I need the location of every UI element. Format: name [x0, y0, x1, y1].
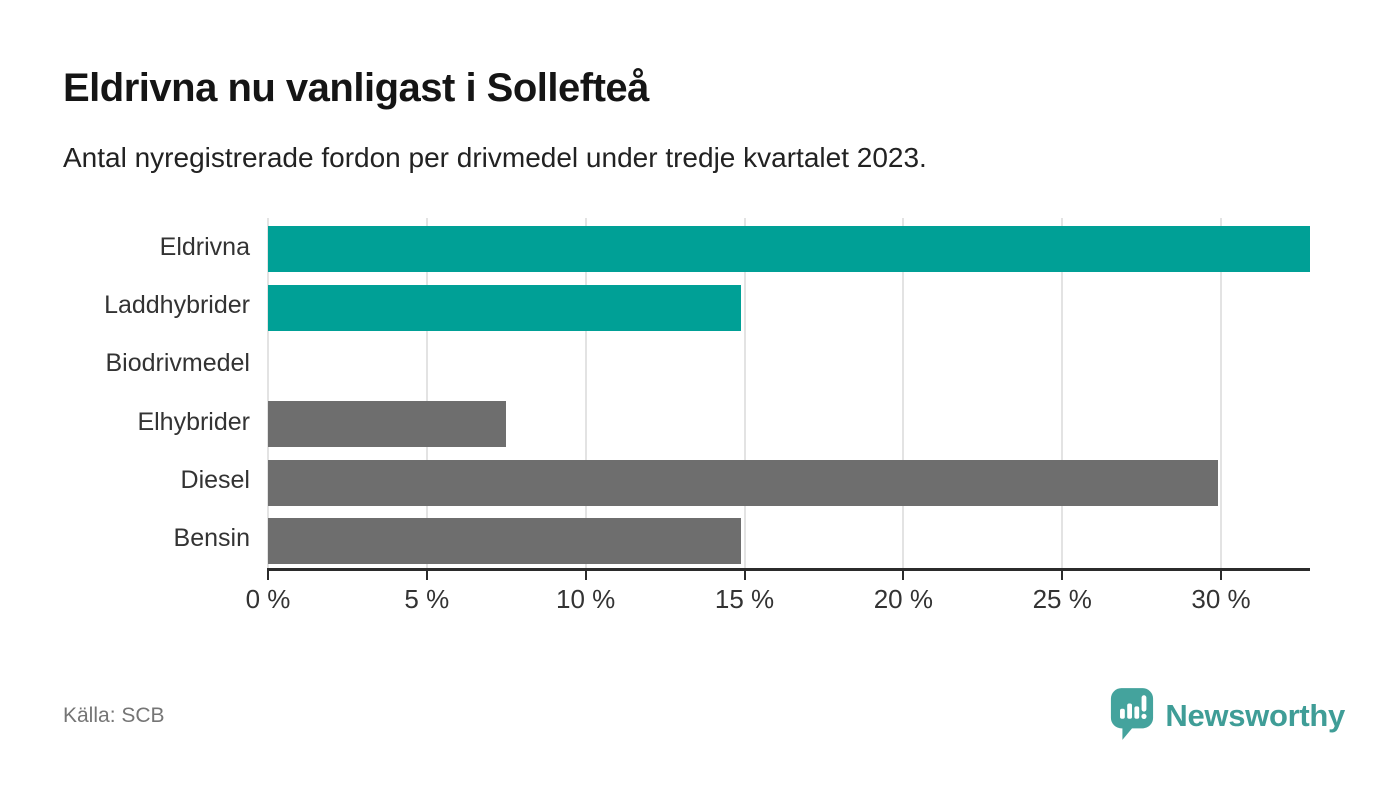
x-axis-tick-label: 20 %	[873, 584, 933, 614]
x-axis-tick-label: 15 %	[714, 584, 775, 614]
x-axis-tick-label: 0 %	[245, 584, 291, 614]
x-axis-tick-label: 25 %	[1032, 584, 1092, 614]
bar	[268, 284, 742, 331]
gridline	[584, 218, 587, 568]
newsworthy-logo-text: Newsworthy	[1165, 698, 1345, 733]
gridline	[902, 218, 905, 568]
category-label: Eldrivna	[159, 232, 250, 261]
gridline	[267, 218, 269, 568]
chart-title: Eldrivna nu vanligast i Sollefteå	[63, 66, 649, 110]
chart-subtitle: Antal nyregistrerade fordon per drivmede…	[63, 142, 927, 173]
category-label: Bensin	[173, 524, 250, 553]
x-axis-line	[268, 568, 1310, 571]
bar-row	[268, 284, 1310, 331]
category-label: Biodrivmedel	[105, 349, 250, 378]
bar	[268, 517, 742, 564]
x-axis-tick	[743, 568, 746, 580]
x-axis-tick	[902, 568, 905, 580]
category-label: Diesel	[180, 465, 250, 494]
gridline	[1220, 218, 1223, 568]
bar-chart: Eldrivna Laddhybrider Biodrivmedel Elhybrid…	[104, 218, 1310, 614]
bar	[268, 401, 507, 448]
speech-bubble-bar-chart-icon	[1109, 686, 1155, 746]
bar-row	[268, 343, 1310, 389]
x-axis-tick	[425, 568, 428, 580]
x-axis-tick	[267, 568, 269, 580]
gridline	[743, 218, 746, 568]
x-axis-tick	[1061, 568, 1064, 580]
bar-row	[268, 517, 1310, 564]
gridline	[1061, 218, 1064, 568]
x-axis-tick-label: 5 %	[404, 584, 450, 614]
bar-row	[268, 226, 1310, 273]
x-axis-tick-label: 10 %	[556, 584, 616, 614]
bar-row	[268, 459, 1310, 506]
x-axis-tick	[1220, 568, 1223, 580]
gridline	[425, 218, 428, 568]
bar	[268, 226, 1310, 273]
bar	[268, 459, 1218, 506]
newsworthy-logo: Newsworthy	[1109, 686, 1345, 746]
x-axis-tick	[584, 568, 587, 580]
source-label: Källa: SCB	[63, 704, 165, 727]
bar-row	[268, 401, 1310, 448]
x-axis-tick-label: 30 %	[1191, 584, 1251, 614]
category-label: Laddhybrider	[104, 290, 250, 319]
category-label: Elhybrider	[137, 407, 250, 436]
